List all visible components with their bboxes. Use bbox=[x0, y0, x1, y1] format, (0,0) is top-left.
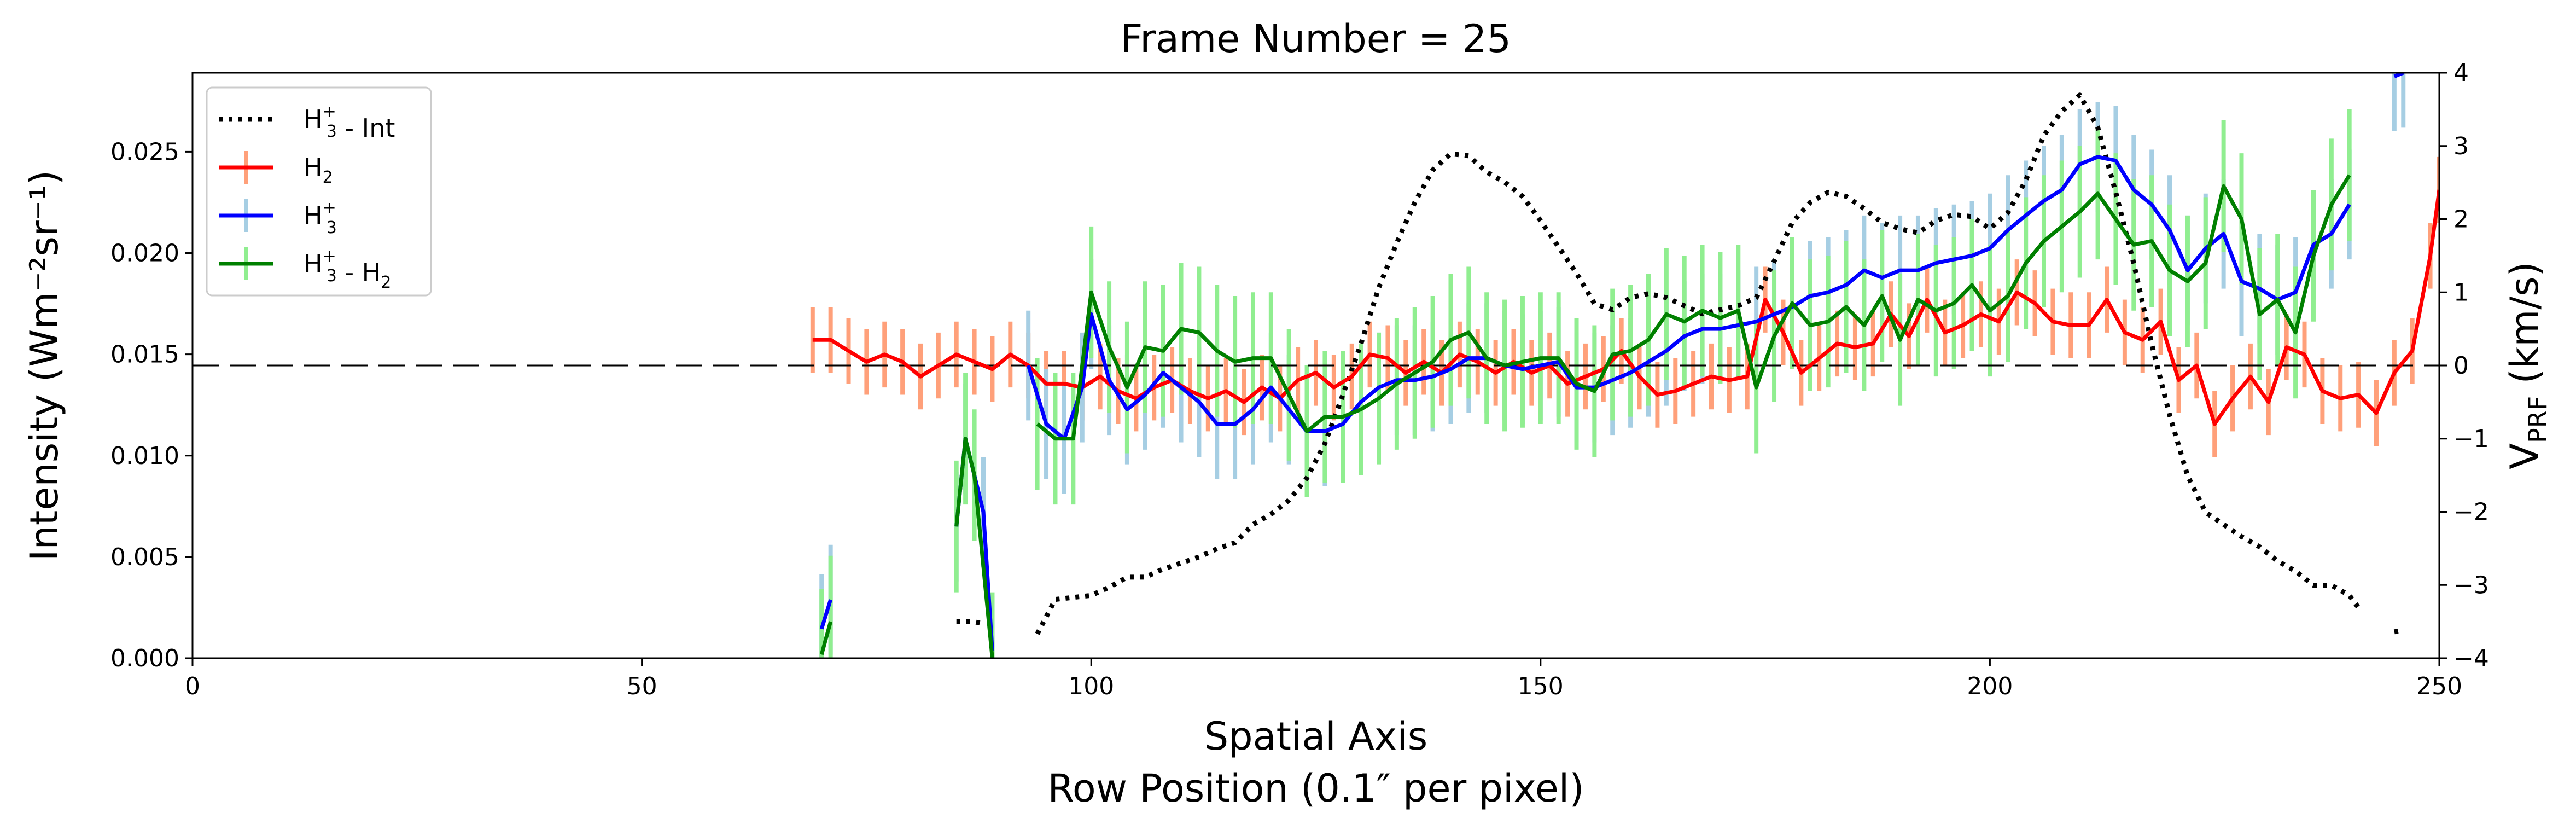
legend-entry: H+ 3 - H2 bbox=[219, 247, 391, 292]
legend-label: H+ 3 - Int bbox=[304, 102, 395, 143]
series-line bbox=[2393, 627, 2404, 635]
y-tick-right-label: −4 bbox=[2453, 645, 2489, 672]
y-tick-right-label: −2 bbox=[2453, 498, 2489, 526]
y-tick-left-label: 0.025 bbox=[110, 138, 179, 166]
x-axis: 0 50 100 150 200 250 bbox=[185, 658, 2462, 700]
y-axis-right-title: VPRF (km/s) bbox=[2502, 262, 2552, 469]
y-tick-right-label: −3 bbox=[2453, 571, 2489, 599]
y-tick-left-label: 0.020 bbox=[110, 240, 179, 268]
y-tick-left-label: 0.015 bbox=[110, 341, 179, 369]
x-tick-label: 100 bbox=[1068, 672, 1114, 700]
series-line bbox=[1036, 174, 2351, 441]
y-tick-left-label: 0.010 bbox=[110, 442, 179, 470]
y-tick-right-label: 4 bbox=[2453, 59, 2469, 87]
y-tick-right-label: 2 bbox=[2453, 206, 2469, 234]
legend-label: H+ 3 - H2 bbox=[304, 247, 391, 292]
series-line bbox=[819, 599, 833, 630]
y-tick-left-label: 0.000 bbox=[110, 645, 179, 672]
error-bars bbox=[810, 73, 2439, 658]
series-lines bbox=[812, 73, 2439, 658]
series-line bbox=[819, 621, 833, 655]
series-line bbox=[1026, 155, 2351, 441]
y-axis-left-title: Intensity (Wm⁻²sr⁻¹) bbox=[22, 170, 67, 561]
y-tick-right-label: 3 bbox=[2453, 132, 2469, 160]
legend-box bbox=[206, 86, 432, 297]
series-line bbox=[954, 437, 994, 658]
x-axis-title: Spatial Axis bbox=[1204, 714, 1427, 759]
series-line bbox=[1035, 92, 2361, 635]
legend-entry: H+ 3 bbox=[219, 199, 337, 237]
y-tick-left-label: 0.005 bbox=[110, 543, 179, 571]
y-axis-right: −4 −3 −2 −1 0 1 2 3 4 bbox=[2439, 59, 2489, 672]
legend: H+ 3 - Int H2 H+ 3 H+ 3 - H2 bbox=[206, 86, 432, 297]
y-tick-right-label: 1 bbox=[2453, 278, 2469, 306]
x-tick-label: 0 bbox=[185, 672, 200, 700]
series-line bbox=[812, 189, 2439, 426]
chart-title: Frame Number = 25 bbox=[1121, 16, 1511, 61]
x-axis-subtitle: Row Position (0.1″ per pixel) bbox=[1047, 766, 1584, 811]
x-tick-label: 250 bbox=[2416, 672, 2462, 700]
x-tick-label: 200 bbox=[1967, 672, 2013, 700]
y-tick-right-label: −1 bbox=[2453, 425, 2489, 453]
y-axis-left: 0.000 0.005 0.010 0.015 0.020 0.025 bbox=[110, 138, 193, 672]
legend-label: H+ 3 bbox=[304, 199, 337, 237]
series-line bbox=[956, 619, 984, 626]
x-tick-label: 150 bbox=[1518, 672, 1564, 700]
legend-entry: H+ 3 - Int bbox=[219, 102, 395, 143]
legend-entry: H2 bbox=[219, 151, 333, 187]
x-tick-label: 50 bbox=[627, 672, 657, 700]
y-tick-right-label: 0 bbox=[2453, 352, 2469, 380]
legend-label: H2 bbox=[304, 153, 333, 187]
